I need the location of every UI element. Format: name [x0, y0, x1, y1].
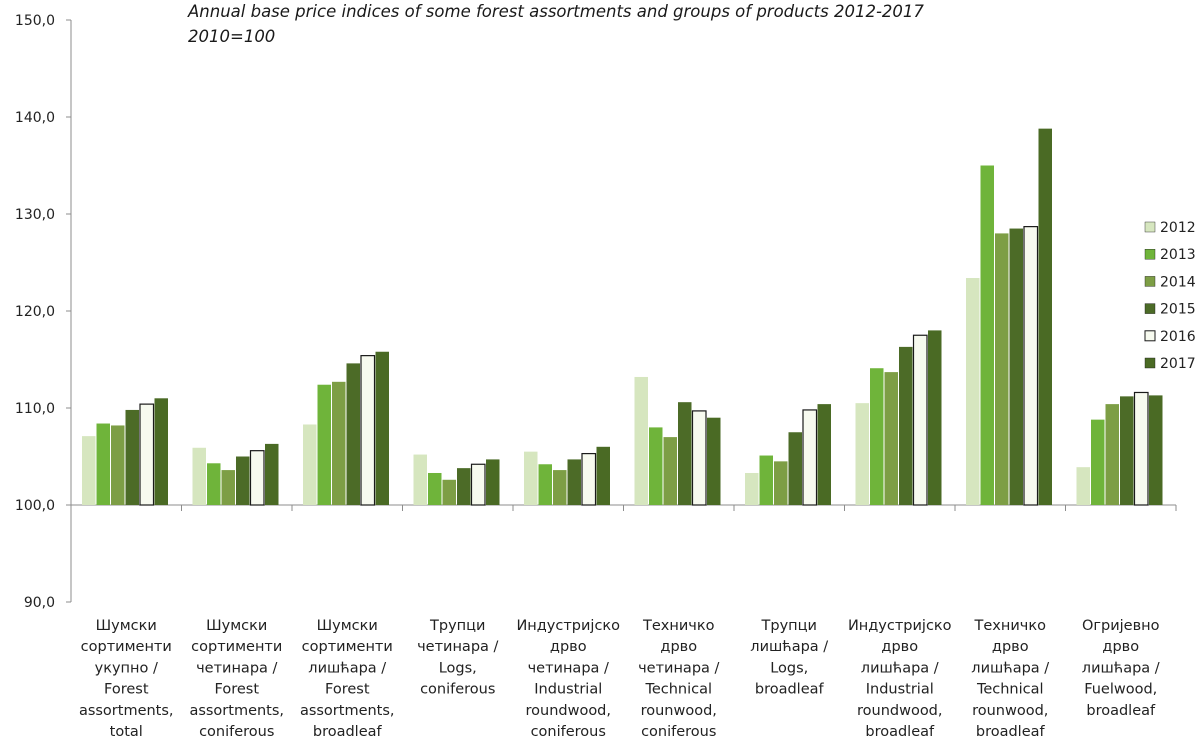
legend-label-2016: 2016 — [1160, 329, 1196, 345]
category-label: Шумски сортименти четинара / Forest assortme… — [189, 618, 284, 740]
legend-label-2014: 2014 — [1160, 274, 1196, 290]
bar-2016 — [581, 452, 597, 506]
bar-2017 — [375, 351, 389, 505]
bar-2013 — [980, 165, 994, 505]
bar-2016 — [139, 403, 155, 506]
chart-title: Annual base price indices of some forest… — [188, 2, 924, 21]
y-tick-label: 140,0 — [15, 110, 55, 126]
category-label: Индустријско дрво лишћара / Industrial round… — [848, 618, 952, 740]
legend-swatch-2016 — [1144, 330, 1156, 342]
bar-2014 — [1105, 404, 1119, 505]
bar-2012 — [855, 403, 869, 505]
bar-2013 — [96, 423, 110, 505]
legend-swatch-2014 — [1144, 276, 1156, 287]
bar-2017 — [707, 417, 721, 505]
bar-2012 — [745, 472, 759, 505]
bar-2015 — [346, 363, 360, 505]
category-label: Трупци четинара / Logs, coniferous — [417, 618, 498, 698]
legend-swatch-2012 — [1144, 221, 1156, 233]
category-label: Шумски сортименти лишћара / Forest assortmen… — [300, 618, 395, 740]
bar-2014 — [884, 372, 898, 505]
y-tick-label: 90,0 — [24, 595, 55, 611]
bar-2012 — [303, 424, 317, 505]
y-tick-label: 150,0 — [15, 13, 55, 29]
bar-2012 — [192, 447, 206, 505]
bar-2013 — [870, 368, 884, 505]
bar-2016 — [360, 355, 376, 506]
bar-2013 — [538, 464, 552, 505]
y-tick-label: 100,0 — [15, 498, 55, 514]
legend-swatch-2017 — [1144, 357, 1156, 369]
bar-2014 — [332, 381, 346, 505]
legend-label-2015: 2015 — [1160, 302, 1196, 318]
legend-label-2017: 2017 — [1160, 356, 1196, 372]
bar-2013 — [1091, 419, 1105, 505]
category-label: Техничко дрво лишћара / Technical rounwood, b… — [971, 618, 1049, 740]
bar-2015 — [457, 468, 471, 505]
bar-2016 — [1133, 391, 1149, 506]
bar-2017 — [486, 459, 500, 505]
bar-2013 — [428, 472, 442, 505]
bar-2016 — [691, 410, 707, 506]
bar-2015 — [899, 346, 913, 505]
bar-2013 — [759, 455, 773, 505]
bar-2015 — [125, 409, 139, 505]
bar-2014 — [995, 233, 1009, 505]
legend-swatch-2013 — [1144, 248, 1156, 260]
bar-2016 — [912, 334, 928, 506]
y-tick-label: 130,0 — [15, 207, 55, 223]
bar-2014 — [663, 437, 677, 505]
chart-bars — [82, 128, 1163, 506]
category-label: Огријевно дрво лишћара / Fuelwood, broadleaf — [1082, 618, 1160, 719]
bar-2015 — [788, 432, 802, 505]
bar-2016 — [802, 409, 818, 506]
bar-2016 — [1023, 226, 1039, 506]
category-label: Индустријско дрво четинара / Industrial roun… — [516, 618, 620, 740]
bar-2013 — [649, 427, 663, 505]
bar-2015 — [236, 456, 250, 505]
category-label: Шумски сортименти укупно / Forest assortment… — [79, 618, 174, 740]
bar-2017 — [928, 330, 942, 505]
bar-2014 — [221, 470, 235, 505]
bar-2014 — [111, 425, 125, 505]
bar-2017 — [817, 404, 831, 505]
category-label: Трупци лишћара / Logs, broadleaf — [750, 618, 828, 698]
chart-subtitle: 2010=100 — [188, 27, 276, 46]
bar-2012 — [413, 454, 427, 505]
bar-2014 — [553, 470, 567, 505]
bar-2012 — [82, 436, 96, 505]
bar-2016 — [470, 463, 486, 506]
legend-swatch-2015 — [1144, 303, 1156, 314]
bar-2017 — [265, 443, 279, 505]
bar-2015 — [1009, 228, 1023, 506]
bar-2017 — [1149, 395, 1163, 505]
bar-2012 — [634, 376, 648, 505]
bar-2013 — [207, 463, 221, 505]
legend-label-2012: 2012 — [1160, 220, 1196, 236]
bar-2015 — [1120, 396, 1134, 505]
bar-2016 — [249, 450, 265, 506]
category-label: Техничко дрво четинара / Technical rounwood,… — [638, 618, 719, 740]
bar-2012 — [524, 451, 538, 505]
bar-2015 — [678, 402, 692, 505]
y-tick-label: 110,0 — [15, 401, 55, 417]
bar-2015 — [567, 459, 581, 505]
bar-2014 — [774, 461, 788, 505]
legend-label-2013: 2013 — [1160, 247, 1196, 263]
bar-2017 — [596, 446, 610, 505]
chart-legend: 2012 2013 2014 2015 2016 2017 — [1144, 220, 1196, 372]
category-labels: Шумски сортименти укупно / Forest assortment… — [79, 618, 1160, 740]
bar-2012 — [966, 278, 980, 505]
bar-2017 — [154, 398, 168, 505]
bar-2013 — [317, 384, 331, 505]
bar-2012 — [1076, 467, 1090, 505]
y-tick-label: 120,0 — [15, 304, 55, 320]
bar-2017 — [1038, 128, 1052, 505]
bar-2014 — [442, 479, 456, 505]
